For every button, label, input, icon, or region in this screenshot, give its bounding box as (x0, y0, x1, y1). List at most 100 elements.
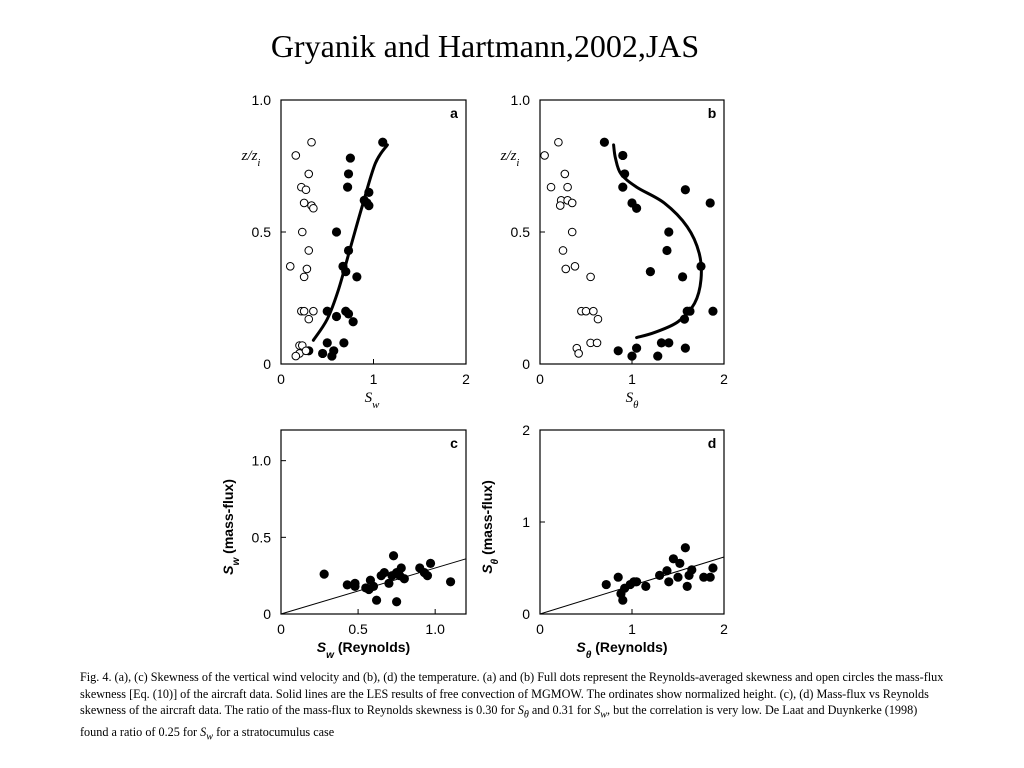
les-curve (612, 143, 703, 340)
point-mass-flux (586, 272, 595, 282)
panel-letter: a (450, 105, 458, 121)
panel-frame (539, 99, 725, 365)
point-reynolds (388, 551, 399, 561)
point-reynolds (618, 150, 628, 161)
point-mass-flux (555, 201, 565, 210)
point-mass-flux (304, 246, 314, 255)
point-reynolds (705, 198, 715, 208)
point-reynolds (425, 558, 436, 569)
point-reynolds (632, 343, 642, 353)
point-reynolds (673, 572, 683, 582)
caption-symbol-s-theta: S (517, 703, 524, 718)
point-reynolds (342, 580, 352, 590)
point-mass-flux (301, 185, 311, 195)
y-tick-label: 1.0 (511, 92, 531, 108)
point-reynolds (664, 338, 674, 348)
point-mass-flux (546, 182, 556, 192)
point-mass-flux (301, 346, 311, 356)
point-mass-flux (563, 182, 572, 192)
caption-symbol-s-w: S (594, 703, 601, 718)
point-reynolds (680, 185, 690, 195)
point-reynolds (655, 570, 665, 580)
point-reynolds (322, 338, 332, 348)
point-reynolds (352, 272, 362, 282)
panel-letter: b (708, 105, 717, 121)
point-reynolds (445, 577, 456, 587)
point-reynolds (656, 338, 667, 348)
point-mass-flux (540, 151, 549, 160)
point-mass-flux (309, 306, 318, 316)
point-reynolds (699, 572, 709, 582)
point-reynolds (345, 153, 355, 163)
point-reynolds (632, 203, 642, 213)
point-reynolds (687, 565, 697, 575)
point-reynolds (653, 351, 663, 361)
point-reynolds (399, 574, 409, 584)
point-mass-flux (297, 227, 307, 237)
point-mass-flux (574, 349, 583, 358)
point-reynolds (350, 578, 360, 588)
point-reynolds (371, 595, 382, 605)
point-reynolds (680, 543, 690, 553)
y-tick-label: 1 (522, 514, 530, 530)
point-reynolds (318, 348, 328, 359)
y-tick-label: 0 (522, 606, 530, 622)
point-reynolds (601, 579, 611, 590)
point-reynolds (384, 578, 394, 588)
point-mass-flux (291, 351, 301, 361)
point-reynolds (613, 572, 623, 582)
point-mass-flux (299, 272, 309, 282)
point-reynolds (331, 311, 342, 322)
x-tick-label: 1 (628, 371, 636, 387)
y-axis-label: Sw (mass-flux) (220, 479, 242, 575)
point-reynolds (641, 581, 651, 592)
caption-symbol-s-w-2-sub: w (206, 731, 214, 743)
caption-part-1: Fig. 4. (a), (c) Skewness of the vertica… (80, 670, 944, 718)
point-reynolds (331, 227, 342, 237)
point-reynolds (368, 581, 379, 592)
point-reynolds (680, 343, 690, 353)
point-mass-flux (592, 338, 602, 348)
point-reynolds (392, 597, 402, 607)
x-tick-label: 0 (277, 371, 285, 387)
point-reynolds (664, 577, 674, 587)
y-tick-label: 1.0 (252, 92, 272, 108)
y-tick-label: 0.5 (252, 224, 272, 240)
x-tick-label: 0 (536, 621, 544, 637)
point-mass-flux (567, 198, 577, 208)
point-reynolds (599, 137, 610, 147)
panel-a: a 0 1 2 0 0.5 1.0 Sw z/zi (241, 92, 471, 411)
figure-panels: a 0 1 2 0 0.5 1.0 Sw z/zi b 0 1 2 0 0.5 1.0 Sθ z/zi c 0 0.5 1… (220, 92, 728, 660)
x-tick-label: 2 (462, 371, 470, 387)
x-tick-label: 0 (536, 371, 544, 387)
point-mass-flux (302, 264, 312, 274)
y-axis-label: z/zi (500, 148, 520, 169)
point-reynolds (618, 182, 628, 192)
point-reynolds (645, 267, 656, 277)
point-mass-flux (304, 169, 314, 179)
point-reynolds (696, 261, 706, 271)
point-mass-flux (558, 246, 568, 255)
point-mass-flux (554, 137, 563, 147)
point-reynolds (618, 595, 628, 605)
x-axis-label: Sθ (626, 390, 640, 411)
point-reynolds (613, 346, 623, 356)
point-mass-flux (299, 306, 309, 316)
x-tick-label: 0.5 (348, 621, 368, 637)
point-mass-flux (309, 203, 318, 213)
point-reynolds (682, 581, 692, 592)
point-mass-flux (307, 137, 316, 147)
point-reynolds (675, 558, 685, 569)
y-axis-label: Sθ (mass-flux) (479, 480, 501, 574)
point-reynolds (664, 227, 674, 237)
point-mass-flux (560, 169, 570, 179)
panel-letter: d (708, 435, 717, 451)
x-tick-label: 1 (628, 621, 636, 637)
point-reynolds (678, 272, 688, 282)
point-mass-flux (589, 306, 598, 316)
x-tick-label: 1.0 (425, 621, 445, 637)
point-reynolds (327, 351, 337, 361)
point-reynolds (322, 306, 332, 316)
point-reynolds (339, 338, 349, 348)
x-tick-label: 2 (720, 621, 728, 637)
